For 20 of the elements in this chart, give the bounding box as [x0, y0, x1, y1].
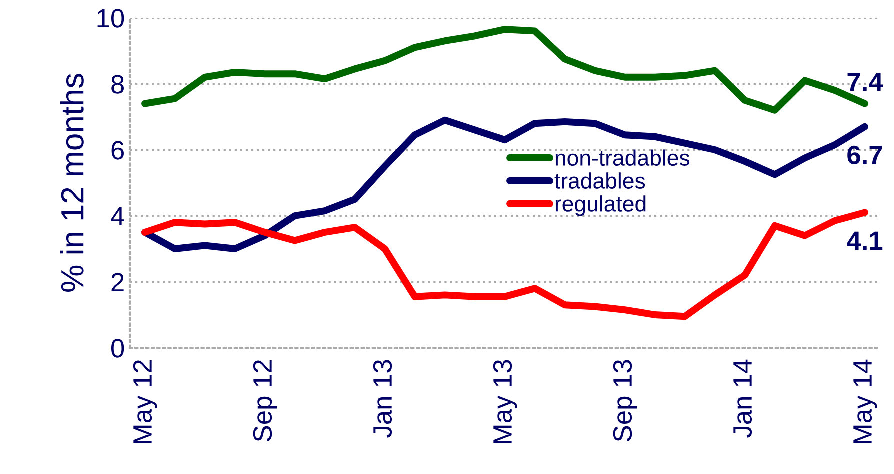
legend-label: non-tradables [556, 150, 690, 166]
legend-label: regulated [556, 196, 646, 216]
y-tick-label: 6 [112, 141, 124, 160]
x-tick-label: Sep 13 [613, 360, 638, 442]
x-tick-label: May 13 [493, 360, 518, 444]
y-tick-label: 8 [112, 75, 124, 94]
annotation: 4.1 [847, 232, 883, 250]
x-tick-label: Jan 14 [734, 360, 752, 438]
y-tick-label: 0 [111, 339, 124, 358]
annotation: 7.4 [848, 73, 884, 92]
x-tick-label: Jan 13 [373, 360, 392, 438]
legend-label: tradables [554, 172, 646, 189]
y-tick-label: 2 [112, 273, 124, 292]
y-tick-label: 10 [98, 9, 124, 28]
y-axis-title: % in 12 months [60, 74, 84, 292]
x-tick-label: Sep 12 [253, 360, 278, 442]
x-tick-label: May 12 [133, 360, 158, 444]
x-tick-label: May 14 [854, 360, 878, 444]
annotation: 6.7 [848, 146, 882, 165]
y-tick-label: 4 [111, 207, 124, 226]
